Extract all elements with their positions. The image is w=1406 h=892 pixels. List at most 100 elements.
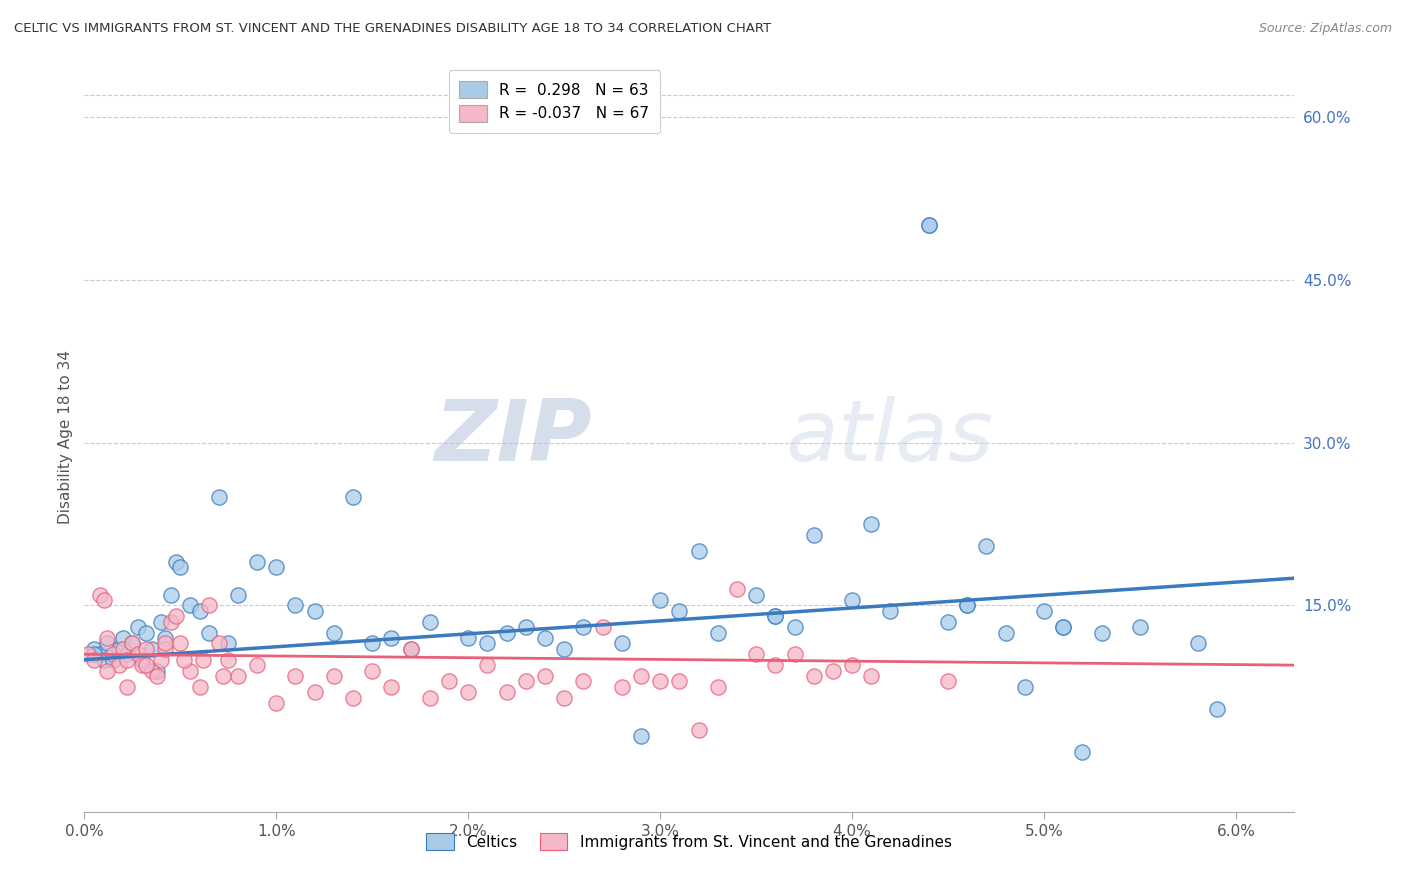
Point: [146, 664, 169, 678]
Point: [783, 620, 806, 634]
Text: CELTIC VS IMMIGRANTS FROM ST. VINCENT AND THE GRENADINES DISABILITY AGE 18 TO 34: CELTIC VS IMMIGRANTS FROM ST. VINCENT AN…: [14, 22, 770, 36]
Point: [83, 641, 105, 656]
Point: [630, 729, 652, 743]
Point: [322, 669, 344, 683]
Point: [115, 653, 138, 667]
Text: ZIP: ZIP: [434, 395, 592, 479]
Point: [1014, 680, 1036, 694]
Point: [592, 620, 614, 634]
Point: [169, 560, 191, 574]
Point: [304, 604, 326, 618]
Point: [188, 604, 211, 618]
Point: [83, 647, 105, 661]
Point: [380, 631, 402, 645]
Point: [141, 641, 163, 656]
Point: [841, 658, 863, 673]
Point: [725, 582, 748, 596]
Point: [173, 653, 195, 667]
Point: [515, 620, 537, 634]
Legend: Celtics, Immigrants from St. Vincent and the Grenadines: Celtics, Immigrants from St. Vincent and…: [420, 827, 957, 856]
Point: [688, 723, 710, 738]
Point: [688, 544, 710, 558]
Point: [127, 620, 149, 634]
Text: atlas: atlas: [786, 395, 994, 479]
Point: [266, 560, 288, 574]
Point: [745, 647, 768, 661]
Point: [150, 615, 173, 629]
Point: [111, 641, 134, 656]
Point: [135, 641, 157, 656]
Point: [246, 658, 269, 673]
Point: [477, 658, 499, 673]
Point: [198, 625, 221, 640]
Point: [572, 620, 595, 634]
Point: [1033, 604, 1056, 618]
Point: [226, 669, 249, 683]
Point: [399, 641, 422, 656]
Point: [121, 636, 143, 650]
Point: [706, 625, 728, 640]
Point: [419, 615, 441, 629]
Point: [610, 636, 633, 650]
Point: [879, 604, 901, 618]
Point: [553, 641, 575, 656]
Point: [322, 625, 344, 640]
Point: [495, 625, 517, 640]
Point: [159, 588, 181, 602]
Point: [217, 636, 239, 650]
Point: [188, 680, 211, 694]
Point: [89, 647, 111, 661]
Text: Source: ZipAtlas.com: Source: ZipAtlas.com: [1258, 22, 1392, 36]
Point: [153, 636, 176, 650]
Point: [1090, 625, 1112, 640]
Point: [361, 636, 384, 650]
Point: [108, 641, 131, 656]
Point: [515, 674, 537, 689]
Point: [650, 674, 672, 689]
Point: [918, 219, 941, 233]
Point: [193, 653, 215, 667]
Point: [96, 664, 118, 678]
Point: [803, 528, 825, 542]
Point: [763, 609, 786, 624]
Point: [179, 664, 201, 678]
Point: [246, 555, 269, 569]
Point: [131, 653, 153, 667]
Point: [650, 593, 672, 607]
Point: [783, 647, 806, 661]
Point: [93, 593, 115, 607]
Point: [419, 690, 441, 705]
Point: [169, 636, 191, 650]
Point: [437, 674, 460, 689]
Point: [115, 647, 138, 661]
Point: [101, 653, 124, 667]
Point: [150, 653, 173, 667]
Point: [111, 631, 134, 645]
Point: [553, 690, 575, 705]
Point: [135, 658, 157, 673]
Point: [284, 669, 307, 683]
Point: [1052, 620, 1074, 634]
Point: [108, 658, 131, 673]
Point: [956, 599, 979, 613]
Point: [976, 539, 998, 553]
Point: [96, 636, 118, 650]
Point: [342, 490, 364, 504]
Point: [284, 599, 307, 613]
Point: [763, 609, 786, 624]
Point: [1071, 745, 1094, 759]
Point: [101, 647, 124, 661]
Point: [159, 615, 181, 629]
Point: [93, 653, 115, 667]
Point: [860, 516, 883, 531]
Point: [1187, 636, 1209, 650]
Point: [153, 641, 176, 656]
Point: [217, 653, 239, 667]
Point: [153, 631, 176, 645]
Point: [936, 615, 959, 629]
Point: [668, 674, 690, 689]
Point: [630, 669, 652, 683]
Point: [534, 669, 557, 683]
Point: [208, 636, 231, 650]
Point: [477, 636, 499, 650]
